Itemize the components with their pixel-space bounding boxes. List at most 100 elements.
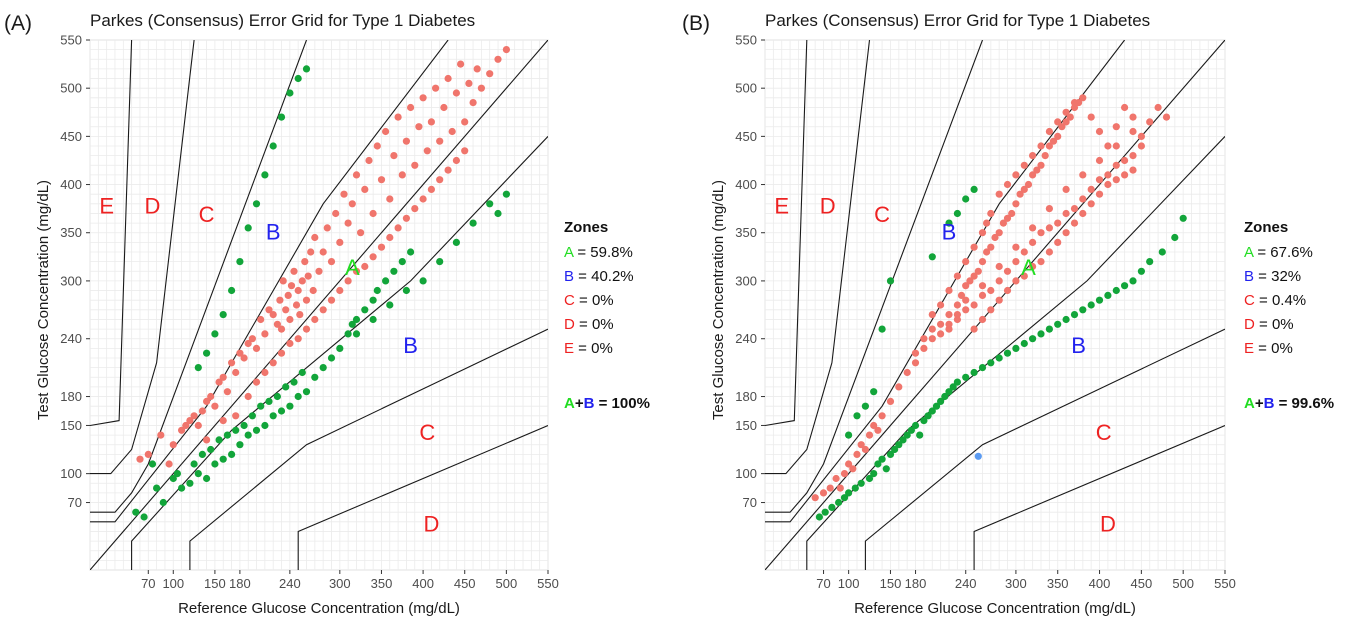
data-point-zone-a bbox=[1037, 258, 1045, 266]
data-point-zone-a bbox=[903, 368, 911, 377]
data-point-zone-a bbox=[302, 296, 311, 304]
data-point-zone-b bbox=[1020, 339, 1028, 348]
legend-value-a: = 59.8% bbox=[573, 244, 633, 261]
data-point-zone-b bbox=[194, 470, 202, 478]
data-point-zone-a bbox=[273, 320, 281, 328]
data-point-zone-b bbox=[252, 200, 261, 208]
legend-letter-d: D bbox=[1244, 316, 1255, 333]
data-point-zone-a bbox=[277, 349, 286, 357]
x-tick-label: 550 bbox=[1214, 576, 1236, 591]
x-tick-label: 180 bbox=[229, 576, 251, 591]
data-point-zone-a bbox=[978, 315, 987, 324]
data-point-zone-a bbox=[1066, 113, 1074, 121]
y-tick-label: 500 bbox=[60, 81, 82, 96]
legend-total-a: A bbox=[1244, 395, 1255, 412]
data-point-zone-a bbox=[978, 229, 987, 237]
data-point-zone-b bbox=[344, 330, 352, 338]
data-point-zone-a bbox=[1104, 171, 1112, 179]
y-tick-label: 100 bbox=[60, 466, 82, 481]
data-point-zone-a bbox=[390, 152, 398, 160]
data-point-zone-b bbox=[173, 470, 181, 478]
x-axis-title: Reference Glucose Concentration (mg/dL) bbox=[178, 600, 460, 617]
data-point-zone-a bbox=[970, 272, 978, 280]
data-point-zone-b bbox=[382, 277, 390, 285]
data-point-zone-a bbox=[995, 296, 1003, 304]
data-point-zone-b bbox=[857, 479, 865, 487]
data-point-zone-a bbox=[365, 156, 373, 165]
legend-total-value: = 99.6% bbox=[1274, 395, 1334, 412]
data-point-zone-b bbox=[995, 354, 1003, 362]
y-tick-label: 500 bbox=[735, 81, 757, 96]
data-point-zone-b bbox=[286, 402, 294, 410]
data-point-zone-a bbox=[228, 359, 236, 367]
data-point-zone-a bbox=[1029, 224, 1037, 232]
data-point-zone-b bbox=[232, 426, 240, 434]
data-point-zone-b bbox=[932, 402, 941, 410]
data-point-zone-a bbox=[962, 306, 970, 314]
data-point-zone-a bbox=[304, 272, 312, 280]
data-point-zone-a bbox=[886, 397, 895, 405]
data-point-zone-b bbox=[911, 421, 920, 430]
data-point-zone-a bbox=[136, 455, 144, 463]
panel-b: (B) Parkes (Consensus) Error Grid for Ty… bbox=[682, 11, 1334, 617]
data-point-zone-a bbox=[1062, 118, 1070, 126]
data-point-zone-a bbox=[953, 301, 962, 309]
x-tick-label: 300 bbox=[1005, 576, 1027, 591]
data-point-zone-a bbox=[309, 286, 317, 295]
data-point-zone-b bbox=[294, 392, 302, 401]
data-point-zone-a bbox=[269, 311, 277, 319]
data-points bbox=[132, 46, 510, 521]
data-point-zone-a bbox=[1037, 229, 1045, 237]
data-point-zone-a bbox=[987, 243, 995, 251]
x-tick-label: 350 bbox=[371, 576, 393, 591]
data-point-zone-b bbox=[903, 431, 911, 439]
data-point-zone-a bbox=[974, 267, 982, 275]
data-point-zone-a bbox=[978, 291, 987, 299]
data-point-zone-a bbox=[1037, 161, 1045, 169]
data-point-zone-a bbox=[811, 494, 819, 502]
data-point-zone-b bbox=[1079, 306, 1087, 314]
data-point-zone-a bbox=[1070, 205, 1079, 213]
data-point-zone-a bbox=[1045, 205, 1053, 213]
boundary-de-upper bbox=[90, 40, 133, 427]
data-point-zone-a bbox=[845, 460, 853, 468]
legend-value-a: = 67.6% bbox=[1253, 244, 1313, 261]
data-point-zone-a bbox=[1112, 176, 1120, 184]
data-point-zone-b bbox=[821, 508, 829, 516]
grid bbox=[89, 39, 549, 571]
data-point-zone-b bbox=[945, 388, 953, 396]
data-point-zone-a bbox=[1146, 118, 1154, 126]
data-point-zone-b bbox=[870, 470, 878, 478]
legend-item-b: B = 32% bbox=[1244, 268, 1301, 285]
boundary-bc-lower bbox=[864, 328, 1225, 570]
legend-value-b: = 40.2% bbox=[574, 268, 634, 285]
data-point-zone-b bbox=[348, 320, 356, 328]
data-point-zone-a bbox=[966, 277, 974, 285]
data-point-zone-b bbox=[1095, 296, 1104, 304]
svg-text:A = 67.6%: A = 67.6% bbox=[1244, 244, 1313, 261]
data-point-zone-b bbox=[978, 364, 987, 372]
data-point-zone-b bbox=[1029, 335, 1037, 343]
data-point-zone-a bbox=[377, 243, 386, 251]
data-point-zone-a bbox=[995, 262, 1003, 271]
data-point-zone-b bbox=[452, 238, 460, 246]
y-tick-label: 300 bbox=[60, 273, 82, 288]
data-point-zone-a bbox=[182, 421, 190, 430]
y-tick-label: 240 bbox=[60, 331, 82, 346]
x-tick-label: 150 bbox=[880, 576, 902, 591]
data-point-zone-a bbox=[232, 368, 240, 377]
zone-boundaries bbox=[765, 40, 1225, 570]
zone-label-b: B bbox=[403, 333, 418, 358]
svg-text:C = 0.4%: C = 0.4% bbox=[1244, 292, 1306, 309]
data-point-zone-a bbox=[494, 55, 502, 63]
data-point-zone-a bbox=[240, 354, 248, 362]
data-point-zone-a bbox=[452, 89, 460, 97]
data-point-zone-a bbox=[1112, 123, 1120, 131]
data-point-zone-a bbox=[265, 306, 273, 314]
data-point-zone-a bbox=[298, 277, 306, 285]
data-point-zone-a bbox=[1095, 127, 1104, 136]
legend-value-b: = 32% bbox=[1254, 268, 1301, 285]
data-point-zone-b bbox=[132, 508, 140, 516]
data-point-zone-a bbox=[190, 412, 198, 420]
zone-label-c: C bbox=[419, 420, 435, 445]
